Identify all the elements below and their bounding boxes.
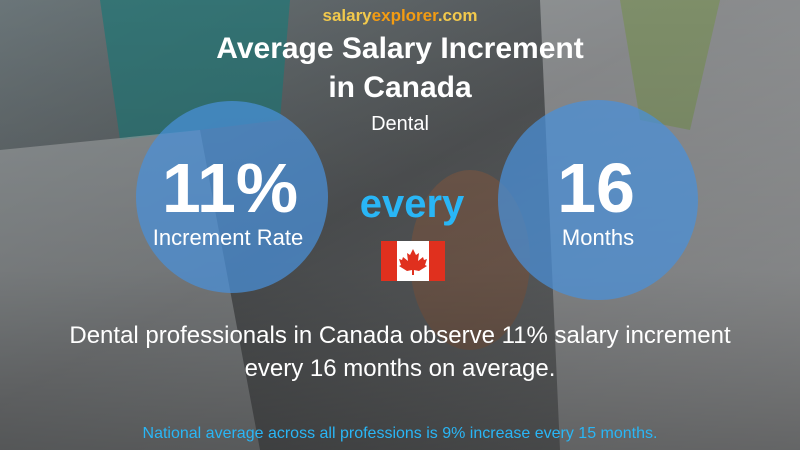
months-label: Months (562, 225, 634, 250)
subtitle: Dental (371, 113, 429, 135)
flag (381, 241, 445, 281)
right-circle (498, 100, 698, 300)
connector: every (360, 182, 465, 226)
left-circle (136, 101, 328, 293)
summary-line: Dental professionals in Canada observe 1… (69, 322, 731, 349)
brand-part: .com (438, 6, 478, 25)
increment-label: Increment Rate (153, 225, 303, 250)
increment-value: 11% (162, 149, 298, 227)
brand-part: explorer (372, 6, 439, 25)
months-value: 16 (557, 149, 635, 227)
title-line: Average Salary Increment (216, 32, 583, 65)
brand-part: salary (322, 6, 372, 25)
brand: salaryexplorer.com (322, 6, 477, 25)
title-line: in Canada (328, 71, 472, 104)
footer-note: National average across all professions … (143, 425, 658, 442)
summary-line: every 16 months on average. (245, 355, 556, 382)
